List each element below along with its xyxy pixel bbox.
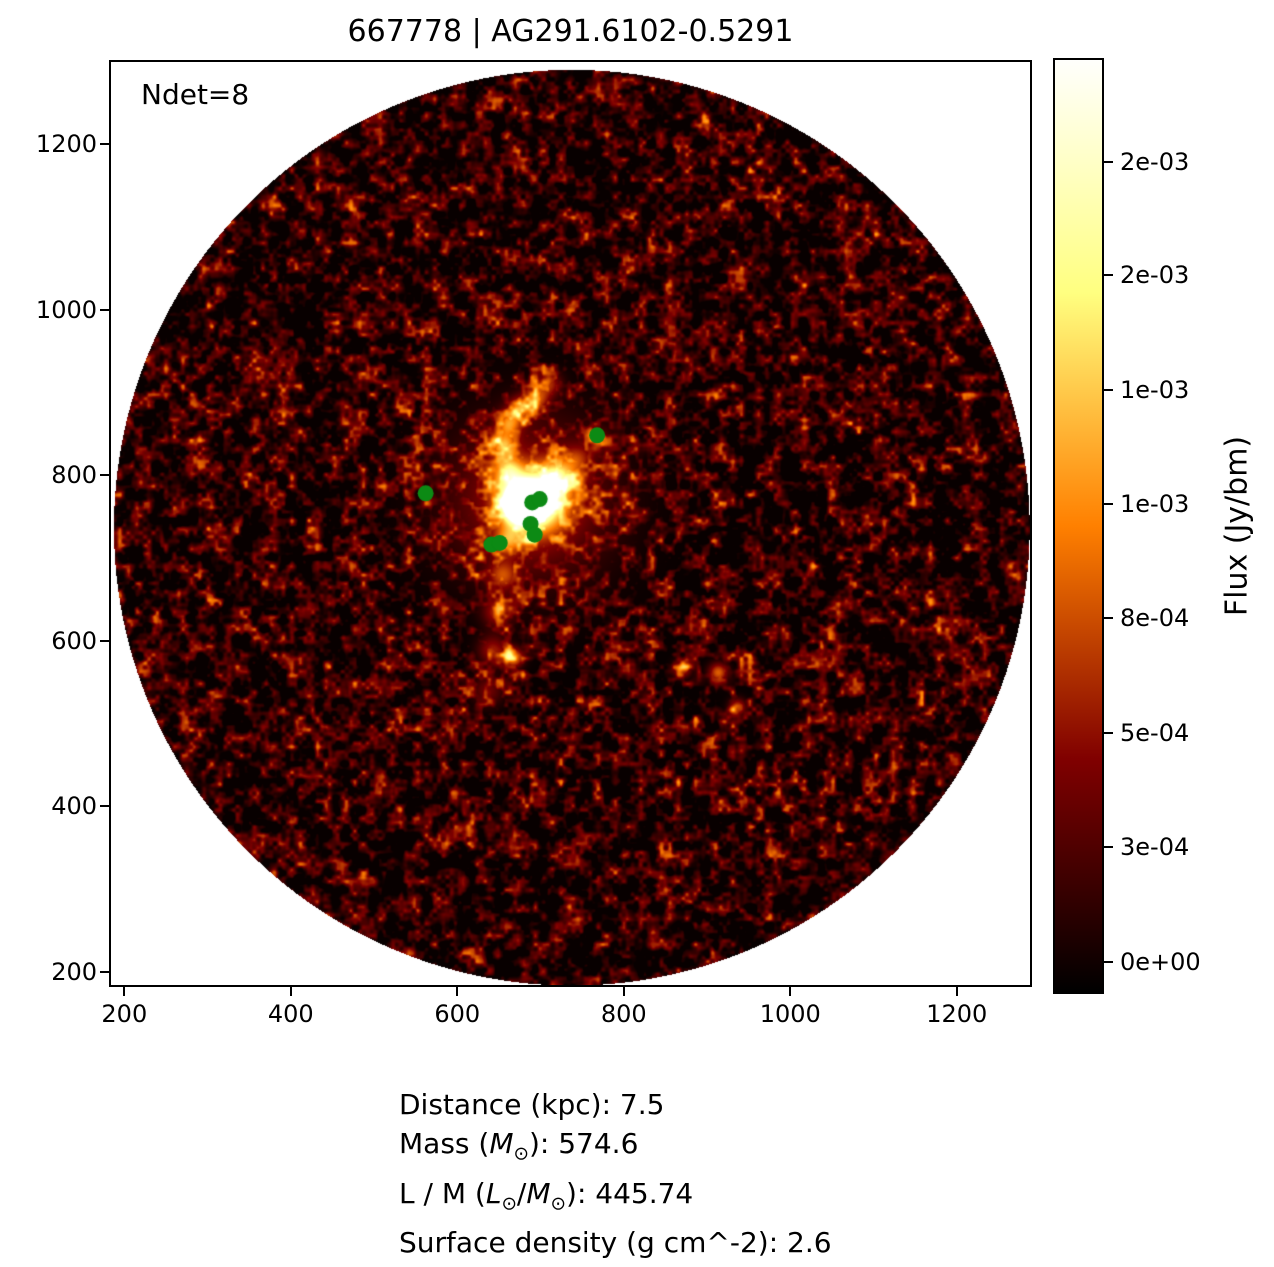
x-tick-mark [123,987,126,996]
y-tick-mark [100,308,109,311]
y-tick-label: 1200 [35,129,97,158]
colorbar-tick-label: 1e-03 [1120,489,1190,518]
y-tick-label: 1000 [35,295,97,324]
y-tick-label: 800 [51,461,97,490]
colorbar-tick-mark [1104,617,1113,620]
y-tick-mark [100,142,109,145]
info-surface-density: Surface density (g cm^-2): 2.6 [399,1226,832,1260]
y-tick-mark [100,970,109,973]
y-tick-mark [100,805,109,808]
colorbar-label: Flux (Jy/bm) [1219,435,1255,617]
info-distance: Distance (kpc): 7.5 [399,1088,665,1121]
x-tick-mark [289,987,292,996]
colorbar-tick-label: 0e+00 [1120,948,1201,977]
colorbar-tick-label: 3e-04 [1120,832,1190,861]
colorbar-tick-mark [1104,502,1113,505]
x-tick-label: 1200 [926,1000,988,1028]
x-tick-label: 1000 [759,1000,821,1028]
colorbar-tick-mark [1104,274,1113,277]
colorbar-tick-mark [1104,845,1113,848]
colorbar-tick-label: 2e-03 [1120,261,1190,290]
x-tick-mark [622,987,625,996]
info-lm-ratio: L / M (L⊙/M⊙): 445.74 [399,1176,694,1215]
x-tick-label: 600 [434,1000,481,1028]
plot-title: 667778 | AG291.6102-0.5291 [347,14,794,49]
colorbar-tick-mark [1104,961,1113,964]
colorbar-tick-label: 8e-04 [1120,604,1190,633]
colorbar-tick-label: 2e-03 [1120,147,1190,176]
colorbar-tick-mark [1104,160,1113,163]
x-tick-label: 800 [600,1000,647,1028]
y-tick-label: 600 [51,626,97,655]
info-block: Distance (kpc): 7.5 Mass (M⊙): 574.6 L /… [399,1085,832,1262]
y-tick-label: 400 [51,792,97,821]
x-tick-mark [789,987,792,996]
y-tick-mark [100,639,109,642]
colorbar-gradient [1053,58,1104,994]
colorbar-tick-mark [1104,388,1113,391]
plot-axes: Ndet=8 [109,60,1032,987]
info-mass: Mass (M⊙): 574.6 [399,1127,639,1165]
x-tick-mark [456,987,459,996]
x-tick-label: 200 [101,1000,148,1028]
sky-image [111,62,1030,985]
x-tick-label: 400 [267,1000,314,1028]
colorbar-tick-label: 1e-03 [1120,375,1190,404]
y-tick-label: 200 [51,957,97,986]
colorbar-tick-mark [1104,731,1113,734]
ndet-annotation: Ndet=8 [141,78,250,111]
colorbar-tick-label: 5e-04 [1120,718,1190,747]
x-tick-mark [955,987,958,996]
y-tick-mark [100,474,109,477]
